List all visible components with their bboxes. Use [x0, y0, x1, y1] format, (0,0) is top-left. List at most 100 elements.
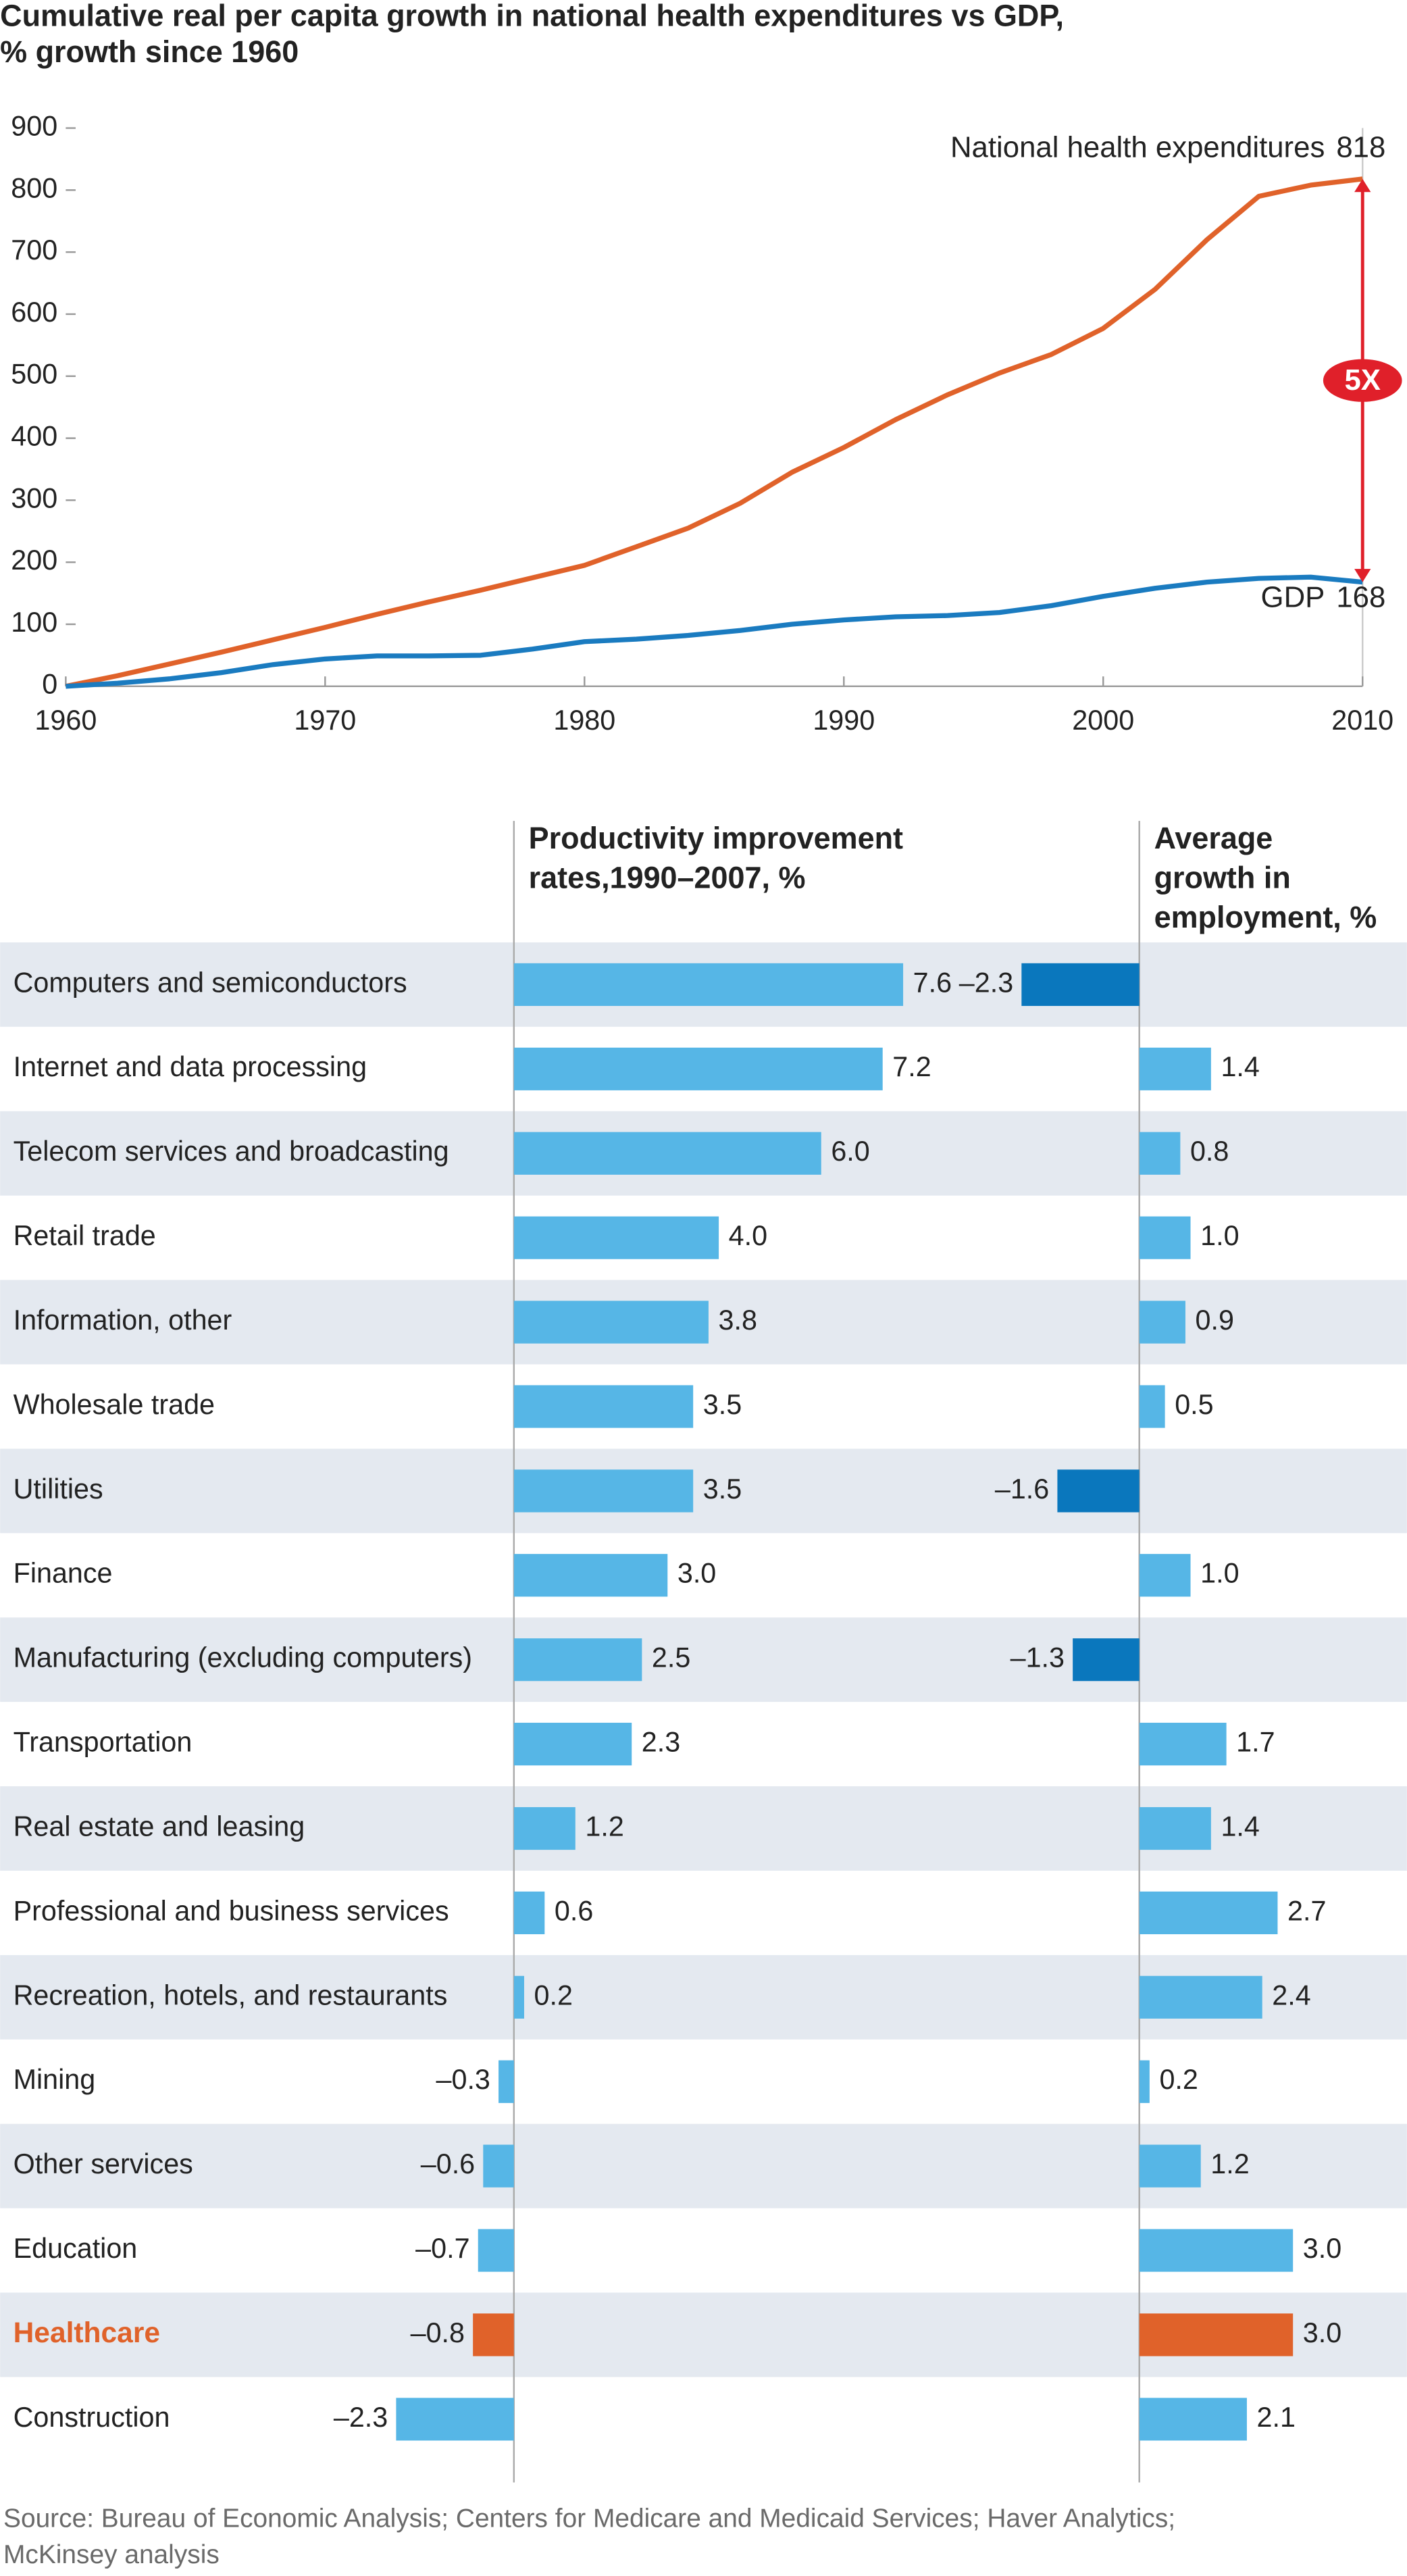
value-label: 3.0	[677, 1558, 716, 1589]
bar	[513, 1469, 694, 1513]
value-label: 4.0	[729, 1220, 767, 1251]
category-label: Professional and business services	[14, 1895, 449, 1926]
value-label: 0.9	[1196, 1305, 1234, 1336]
value-label: 6.0	[831, 1136, 869, 1167]
bar	[1057, 1469, 1140, 1513]
series-line	[65, 176, 1363, 689]
y-tick-label: 100	[11, 607, 57, 638]
value-label: 7.6	[913, 967, 952, 998]
y-tick-label: 900	[11, 110, 57, 141]
bar	[513, 1216, 719, 1259]
bar	[1139, 2060, 1150, 2103]
value-label: 1.0	[1200, 1220, 1239, 1251]
x-tick-label: 1990	[813, 705, 875, 736]
column-header: growth in	[1154, 860, 1291, 894]
category-label: Wholesale trade	[14, 1389, 215, 1420]
value-label: 2.3	[642, 1727, 680, 1758]
bar	[1021, 963, 1140, 1006]
y-tick-label: 200	[11, 545, 57, 576]
series-label: National health expenditures	[950, 131, 1325, 164]
annotation: 5X	[1344, 363, 1380, 397]
arrow-head	[1354, 569, 1371, 582]
value-label: –0.3	[436, 2064, 490, 2095]
bar	[1139, 1300, 1185, 1344]
chart-title: % growth since 1960	[0, 34, 299, 69]
value-label: 2.5	[652, 1642, 690, 1673]
value-label: 1.4	[1221, 1051, 1259, 1082]
bar	[513, 1891, 545, 1935]
value-label: 3.0	[1303, 2317, 1341, 2348]
bar	[1139, 1807, 1211, 1850]
category-label: Information, other	[14, 1305, 232, 1336]
category-label: Manufacturing (excluding computers)	[14, 1642, 472, 1673]
y-tick-label: 300	[11, 482, 57, 513]
value-label: –1.3	[1011, 1642, 1065, 1673]
value-label: 3.5	[703, 1389, 742, 1420]
value-label: 1.2	[1210, 2148, 1249, 2179]
y-tick-label: 700	[11, 234, 57, 266]
value-label: 3.5	[703, 1473, 742, 1505]
category-label: Construction	[14, 2402, 170, 2433]
category-label: Retail trade	[14, 1220, 156, 1251]
value-label: 3.8	[719, 1305, 757, 1336]
category-label: Healthcare	[14, 2317, 160, 2349]
bar	[396, 2398, 514, 2441]
bar	[513, 1047, 883, 1090]
series-line	[66, 574, 1363, 689]
category-label: Telecom services and broadcasting	[14, 1136, 449, 1167]
value-label: 3.0	[1303, 2233, 1341, 2264]
bar	[1139, 1132, 1181, 1175]
end-value-label: 818	[1336, 131, 1385, 164]
x-tick-label: 2010	[1331, 705, 1393, 736]
y-tick-label: 800	[11, 172, 57, 203]
category-label: Real estate and leasing	[14, 1811, 305, 1842]
value-label: 1.7	[1236, 1727, 1275, 1758]
category-label: Mining	[14, 2064, 96, 2095]
bar	[1139, 1047, 1211, 1090]
x-tick-label: 1980	[553, 705, 615, 736]
bar	[1139, 2398, 1247, 2441]
bar	[1139, 1385, 1165, 1428]
source: McKinsey analysis	[3, 2540, 220, 2569]
bar	[513, 1723, 632, 1766]
value-label: 7.2	[892, 1051, 931, 1082]
category-label: Transportation	[14, 1727, 193, 1758]
bar	[473, 2313, 514, 2356]
column-header: Average	[1154, 821, 1273, 855]
value-label: –0.8	[411, 2317, 465, 2348]
bar	[513, 1132, 821, 1175]
value-label: –0.7	[415, 2233, 469, 2264]
value-label: –0.6	[421, 2148, 475, 2179]
category-label: Utilities	[14, 1473, 103, 1505]
category-label: Finance	[14, 1558, 113, 1589]
column-header: Productivity improvement	[529, 821, 903, 855]
arrow-head	[1354, 178, 1371, 193]
bar	[1139, 2229, 1294, 2272]
column-header: employment, %	[1154, 900, 1377, 934]
bar	[513, 1638, 642, 1682]
category-label: Computers and semiconductors	[14, 967, 407, 998]
row-band	[0, 1617, 1407, 1702]
value-label: 2.1	[1257, 2402, 1296, 2433]
y-tick-label: 400	[11, 421, 57, 452]
value-label: –1.6	[995, 1473, 1049, 1505]
value-label: 0.6	[555, 1895, 593, 1926]
value-label: 0.2	[1159, 2064, 1198, 2095]
end-value-label: 168	[1336, 581, 1385, 614]
bar	[1139, 2144, 1201, 2188]
value-label: 1.0	[1200, 1558, 1239, 1589]
bar	[513, 1975, 524, 2019]
series-label: GDP	[1261, 581, 1325, 614]
annotation-badge	[1323, 359, 1402, 402]
bar	[1139, 1891, 1278, 1935]
value-label: 2.7	[1287, 1895, 1326, 1926]
value-label: 1.4	[1221, 1811, 1259, 1842]
bar	[478, 2229, 514, 2272]
value-label: 0.2	[534, 1979, 573, 2011]
source: Source: Bureau of Economic Analysis; Cen…	[3, 2504, 1175, 2533]
value-label: 1.2	[585, 1811, 623, 1842]
row-band	[0, 1448, 1407, 1534]
category-label: Education	[14, 2233, 138, 2264]
bar	[483, 2144, 514, 2188]
bar	[1139, 2313, 1294, 2356]
